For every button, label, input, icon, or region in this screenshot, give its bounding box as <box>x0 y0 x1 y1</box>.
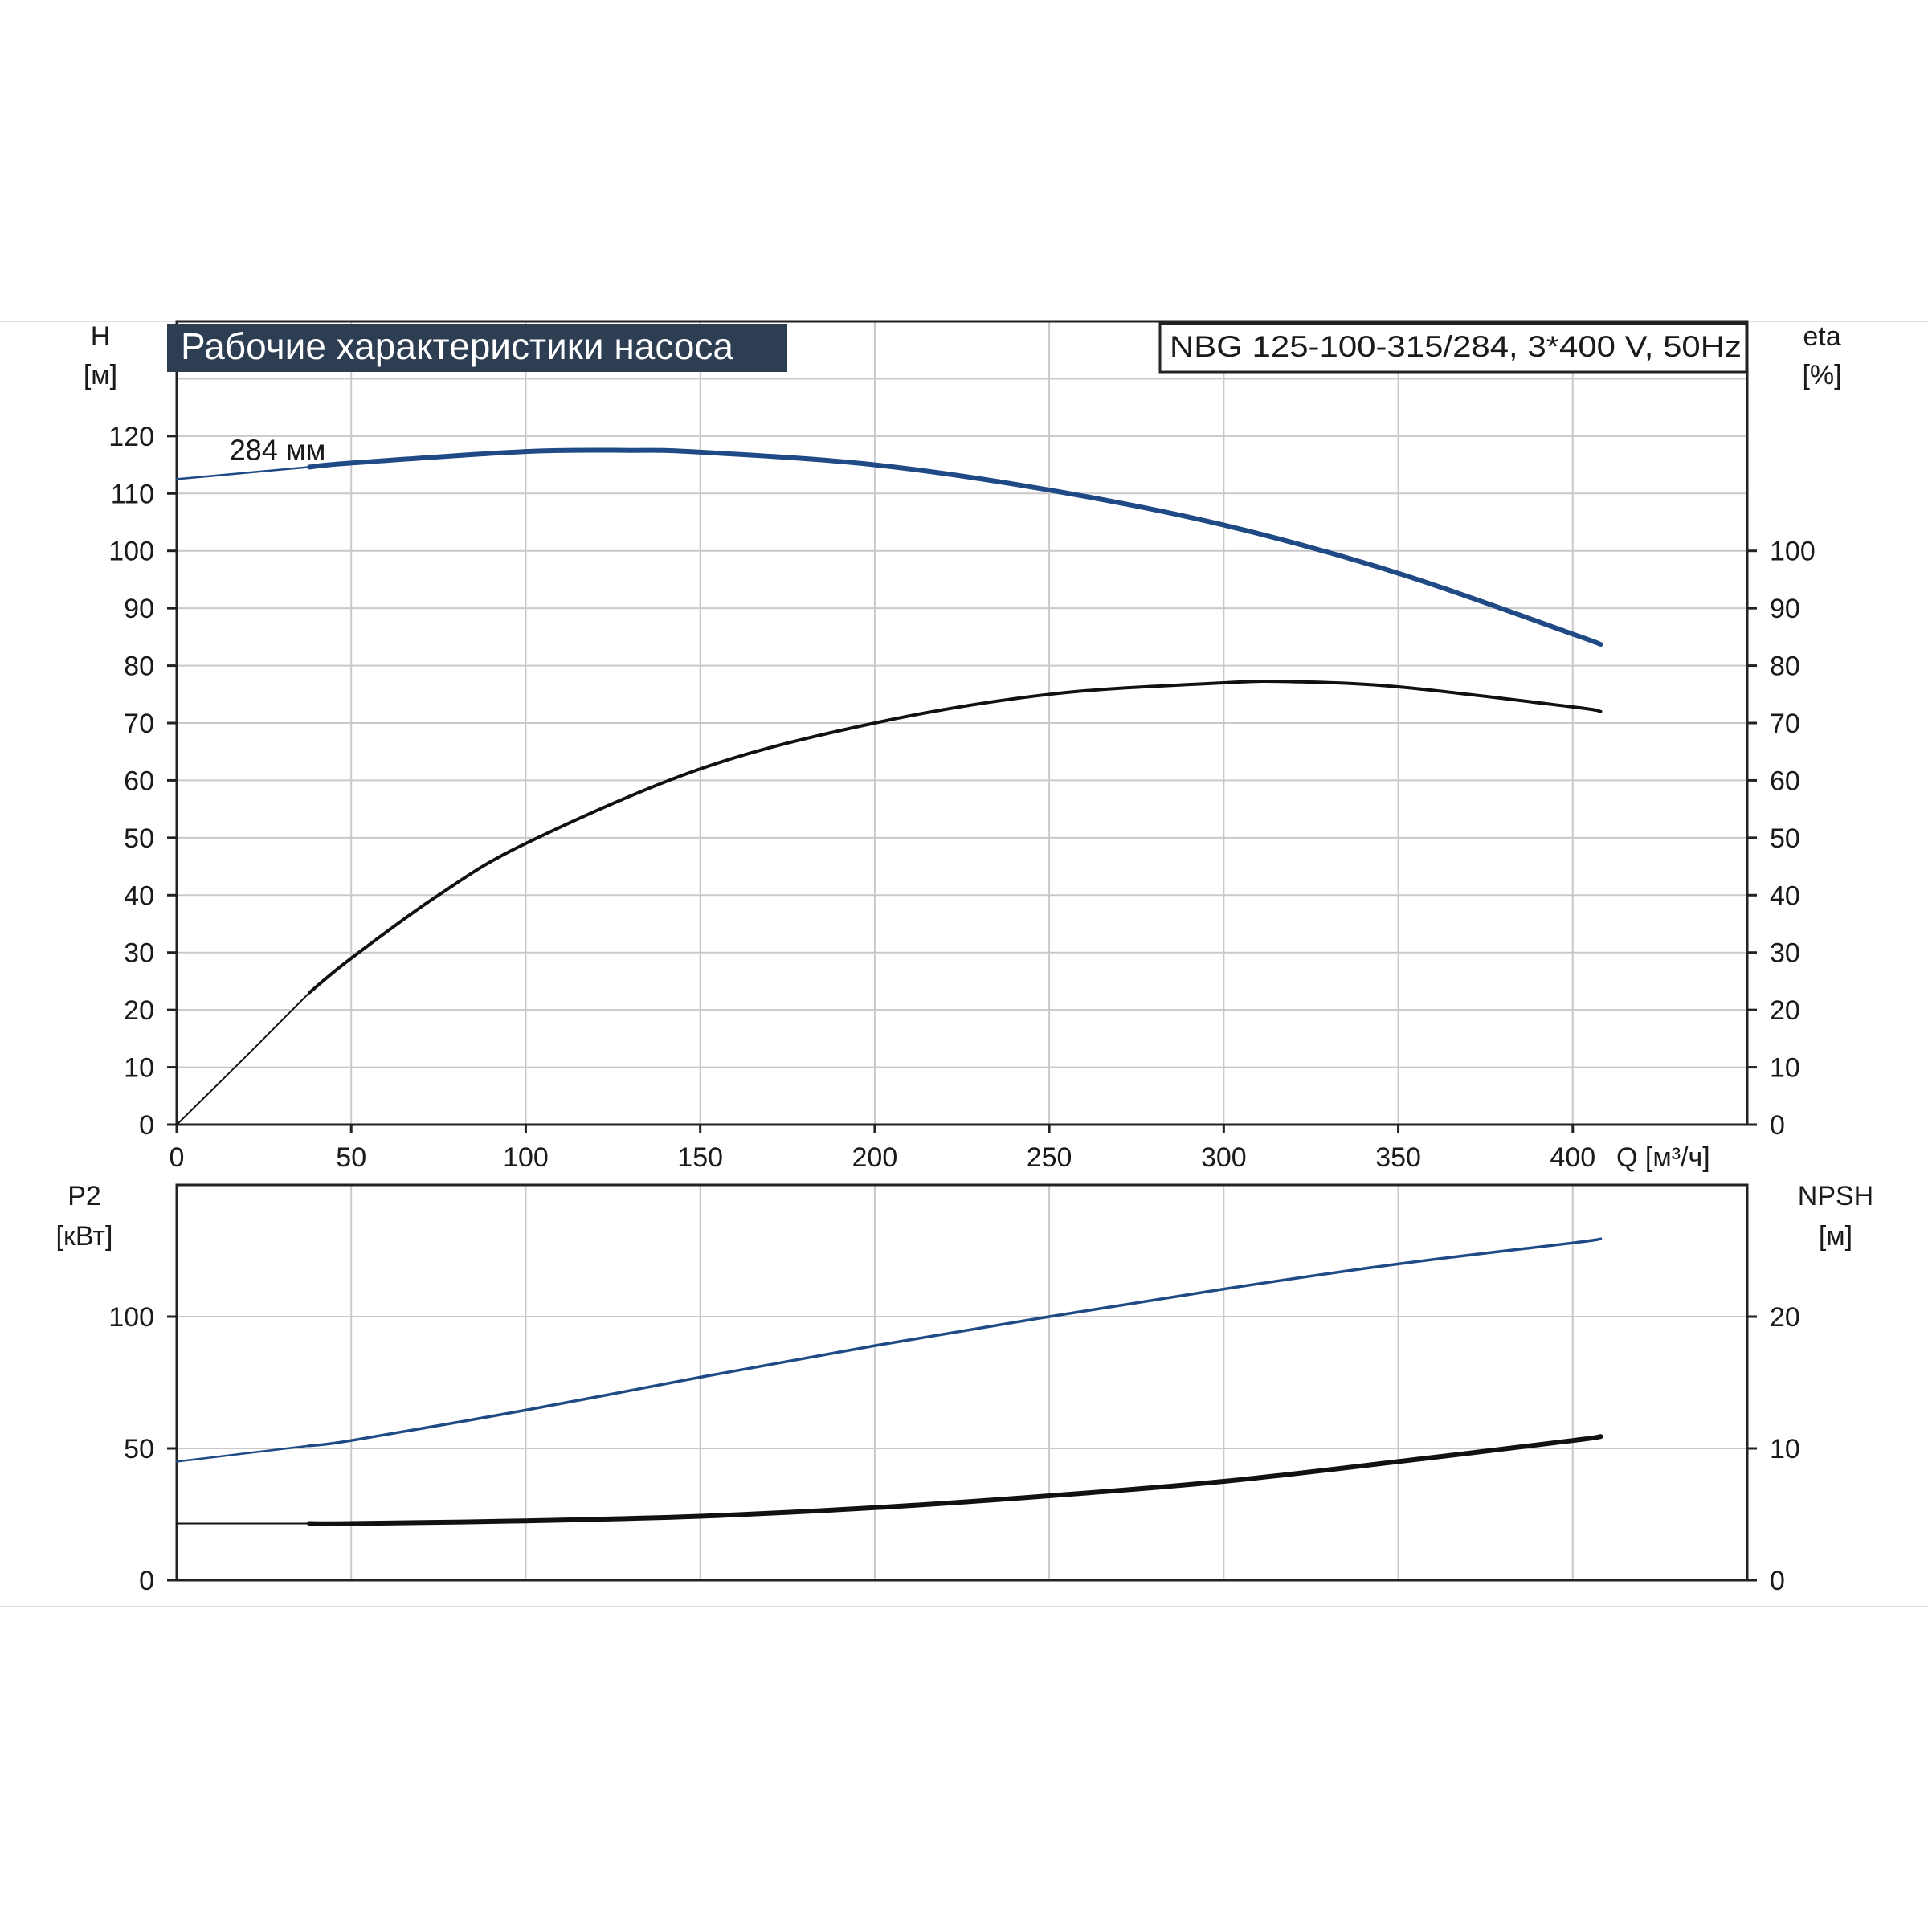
h-tick-label: 30 <box>124 938 154 969</box>
h-tick-label: 0 <box>139 1110 154 1141</box>
npsh-tick-label: 20 <box>1770 1302 1800 1333</box>
model-box <box>1158 322 1748 374</box>
series-p2-extension <box>175 1444 311 1463</box>
q-tick-label: 300 <box>1201 1142 1247 1173</box>
h-axis-name: H <box>91 321 111 352</box>
eta-tick-label: 0 <box>1770 1110 1785 1141</box>
h-tick-label: 60 <box>124 766 154 796</box>
q-tick-label: 250 <box>1027 1142 1072 1173</box>
series-h-curve <box>307 447 1603 647</box>
h-tick-label: 80 <box>124 651 154 682</box>
q-tick-label: 0 <box>170 1142 185 1173</box>
eta-tick-label: 10 <box>1770 1053 1800 1084</box>
q-tick-label: 100 <box>503 1142 549 1173</box>
eta-tick-label: 100 <box>1770 537 1816 567</box>
series-eta-curve <box>308 679 1603 995</box>
npsh-axis-name: NPSH <box>1798 1181 1873 1211</box>
eta-tick-label: 80 <box>1770 651 1800 682</box>
model-label: NBG 125-100-315/284, 3*400 V, 50Hz <box>1170 330 1742 363</box>
eta-axis-unit: [%] <box>1802 360 1841 390</box>
impeller-diameter-annotation: 284 мм <box>230 433 326 466</box>
h-tick-label: 100 <box>108 537 154 567</box>
eta-tick-label: 70 <box>1770 709 1800 739</box>
p2-tick-label: 100 <box>108 1302 154 1333</box>
eta-axis-name: eta <box>1803 321 1840 352</box>
eta-tick-label: 20 <box>1770 995 1800 1026</box>
series-npsh-curve <box>307 1434 1603 1526</box>
x-axis-label: Q [м³/ч] <box>1616 1142 1710 1173</box>
series-h-extension <box>175 466 311 480</box>
bottom-panel-curves <box>175 1237 1603 1526</box>
h-axis-unit: [м] <box>84 360 117 390</box>
bottom-panel-ticks: 0 50 100 0 10 20 <box>108 1302 1800 1596</box>
q-tick-label: 200 <box>852 1142 898 1173</box>
series-eta-extension <box>176 991 311 1125</box>
eta-tick-label: 50 <box>1770 823 1800 854</box>
h-tick-label: 90 <box>124 594 154 624</box>
h-tick-label: 40 <box>124 880 154 911</box>
npsh-tick-label: 10 <box>1770 1434 1800 1464</box>
h-tick-label: 120 <box>108 422 154 452</box>
npsh-axis-unit: [м] <box>1819 1221 1852 1252</box>
eta-tick-label: 30 <box>1770 938 1800 969</box>
h-tick-label: 50 <box>124 823 154 854</box>
top-panel-curves <box>175 447 1603 1125</box>
h-tick-label: 10 <box>124 1053 154 1084</box>
p2-axis-unit: [кВт] <box>56 1221 113 1252</box>
eta-tick-label: 40 <box>1770 880 1800 911</box>
bottom-panel-frame <box>175 1183 1749 1582</box>
eta-tick-label: 60 <box>1770 766 1800 796</box>
h-tick-label: 70 <box>124 709 154 739</box>
q-tick-label: 400 <box>1550 1142 1595 1173</box>
h-tick-label: 20 <box>124 995 154 1026</box>
series-p2-curve <box>308 1237 1603 1448</box>
top-panel-grid <box>177 321 1747 1125</box>
p2-axis-name: P2 <box>67 1181 101 1211</box>
p2-tick-label: 0 <box>139 1566 154 1596</box>
npsh-tick-label: 0 <box>1770 1566 1785 1596</box>
eta-tick-label: 90 <box>1770 594 1800 624</box>
bottom-panel-grid <box>177 1185 1747 1580</box>
q-tick-label: 50 <box>336 1142 366 1173</box>
top-panel-ticks: 0 10 20 30 40 50 60 70 80 90 100 110 120 0 10 20 30 40 50 6… <box>108 422 1815 1173</box>
chart-title: Рабочие характеристики насоса <box>181 325 733 367</box>
q-tick-label: 150 <box>677 1142 723 1173</box>
h-tick-label: 110 <box>111 479 154 509</box>
chart-title-box <box>167 324 787 372</box>
q-tick-label: 350 <box>1375 1142 1421 1173</box>
p2-tick-label: 50 <box>124 1434 154 1464</box>
